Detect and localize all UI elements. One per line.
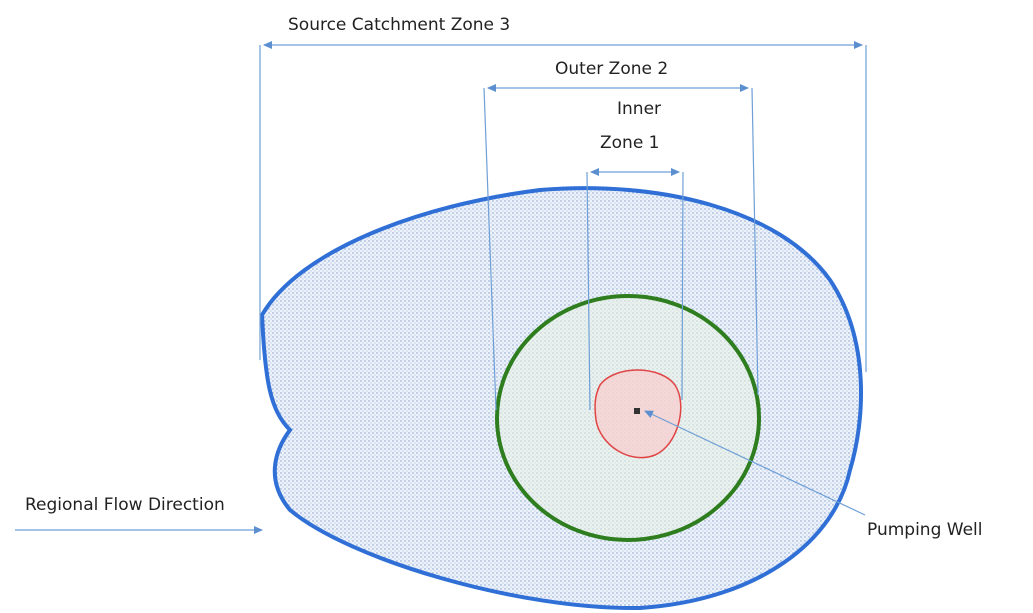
flow-label: Regional Flow Direction bbox=[25, 495, 225, 515]
zone3-label: Source Catchment Zone 3 bbox=[288, 15, 510, 35]
zone1-label: Zone 1 bbox=[600, 133, 660, 153]
dimension-lines bbox=[15, 41, 867, 534]
zone1-label: Inner bbox=[617, 99, 661, 119]
zone2-label: Outer Zone 2 bbox=[555, 59, 668, 79]
well bbox=[634, 408, 640, 414]
well-label: Pumping Well bbox=[867, 520, 983, 540]
